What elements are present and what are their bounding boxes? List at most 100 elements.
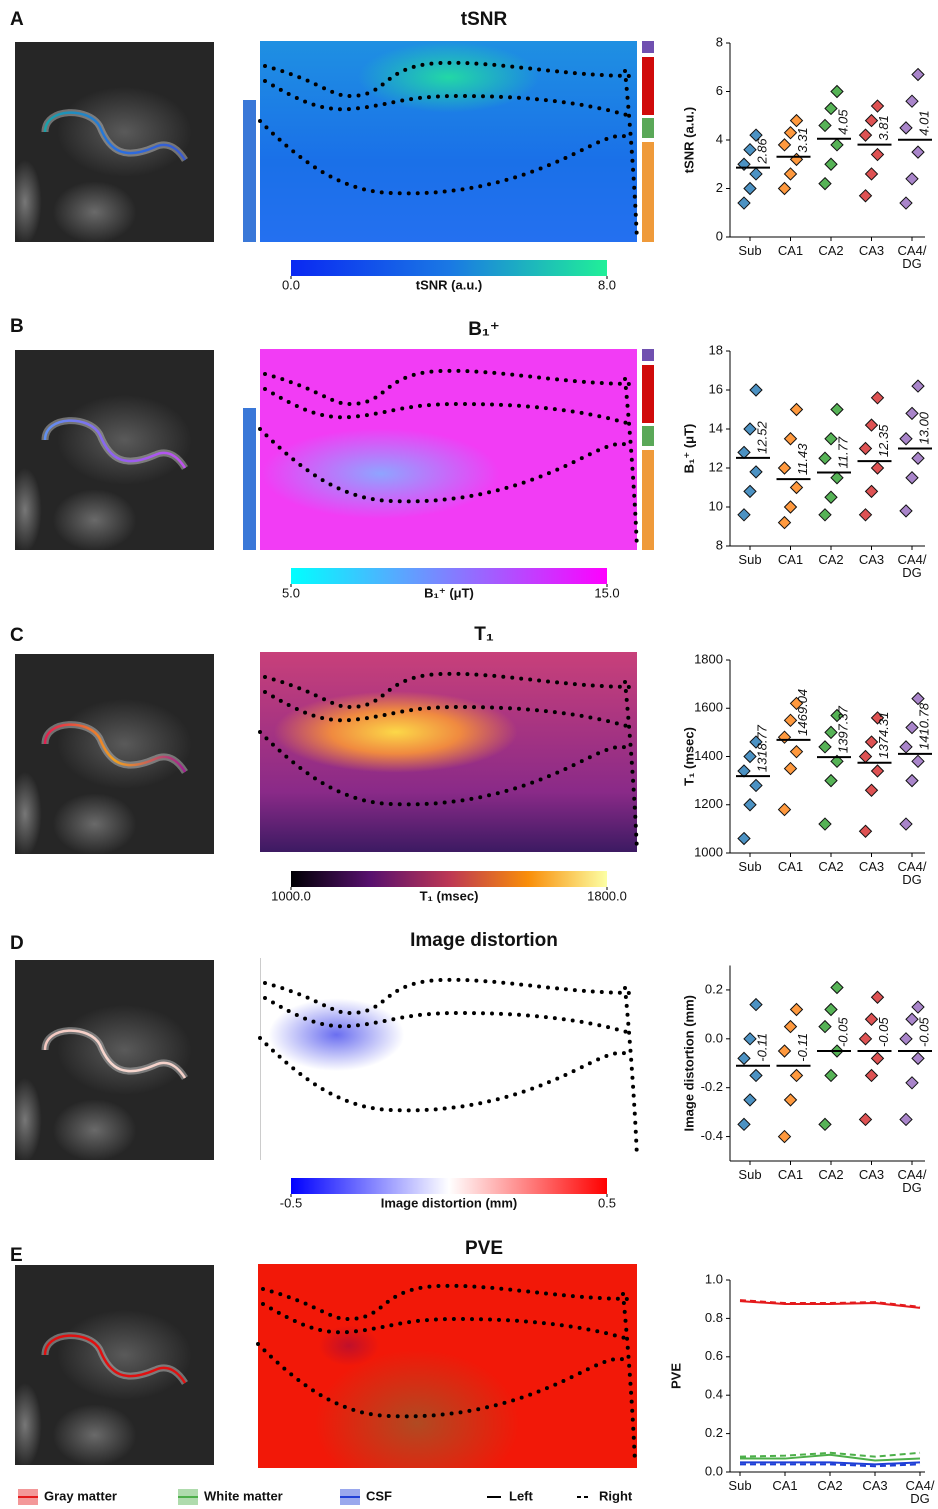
point	[818, 740, 832, 754]
x-tick-label: Sub	[738, 859, 762, 874]
mean-label: 11.77	[835, 436, 850, 468]
point	[783, 761, 798, 776]
point	[870, 461, 885, 475]
point	[777, 730, 792, 744]
point	[858, 189, 873, 203]
y-tick-label: 0	[716, 228, 723, 243]
point	[743, 181, 757, 196]
region-strip	[642, 450, 654, 550]
point	[858, 1112, 873, 1127]
point	[783, 1093, 798, 1107]
subfield-outline	[623, 377, 639, 551]
x-tick-label: CA1	[777, 243, 804, 258]
mean-label: 1374.31	[876, 712, 891, 759]
y-tick-label: 16	[709, 381, 723, 396]
region-strip	[642, 426, 654, 446]
point	[899, 121, 913, 135]
point	[905, 94, 919, 108]
x-tick-label: CA3	[858, 243, 885, 258]
panel-letter: C	[10, 625, 24, 646]
point	[818, 508, 832, 522]
point	[864, 1012, 879, 1026]
hippocampus-curve	[43, 111, 187, 161]
point	[858, 441, 873, 456]
mean-label: 3.81	[876, 115, 891, 140]
x-tick-label: CA4/ DG	[897, 1167, 927, 1195]
point	[737, 1117, 751, 1132]
subfield-outline	[258, 427, 632, 504]
panel-title: Image distortion	[410, 930, 558, 951]
colorbar-tick-label: 0.5	[598, 1195, 616, 1210]
y-tick-label: -0.4	[701, 1128, 723, 1143]
panel-title: tSNR	[461, 9, 508, 30]
hippocampus-outline	[41, 109, 188, 162]
point	[824, 101, 838, 116]
y-tick-label: 0.2	[705, 981, 723, 996]
subfield-outline	[623, 680, 639, 854]
subfield-outline	[261, 1302, 630, 1341]
y-tick-label: 2	[716, 180, 723, 195]
hippocampus-outline	[41, 417, 188, 470]
subfield-outline	[263, 977, 639, 1016]
point	[858, 1032, 873, 1046]
point	[737, 508, 751, 522]
mean-label: 1469.04	[795, 689, 810, 736]
point	[789, 1002, 804, 1017]
colorbar	[291, 1178, 607, 1194]
x-tick-label: CA1	[777, 859, 804, 874]
hippocampus-curve	[43, 1029, 187, 1079]
panel-letter: B	[10, 316, 24, 337]
point	[818, 1117, 832, 1132]
hippocampus-outline	[41, 1332, 188, 1385]
mean-label: 1318.77	[754, 724, 769, 772]
point	[830, 138, 844, 152]
point	[749, 167, 763, 181]
heatmap	[258, 1264, 637, 1468]
point	[818, 1019, 832, 1034]
subfield-outline	[621, 1292, 637, 1466]
subfield-outline	[256, 1342, 630, 1419]
mean-label: 1410.78	[916, 702, 931, 750]
point	[783, 713, 798, 728]
pve-line	[740, 1463, 921, 1468]
x-tick-label: CA3	[858, 552, 885, 567]
point	[905, 1076, 919, 1090]
mean-label: 13.00	[916, 411, 931, 444]
point	[905, 720, 919, 735]
mri-image	[15, 42, 214, 242]
y-tick-label: 1200	[694, 796, 723, 811]
mri-image	[15, 350, 214, 550]
mean-label: 12.35	[876, 424, 891, 457]
heatmap	[260, 958, 638, 1160]
point	[858, 508, 873, 522]
y-tick-label: 4	[716, 131, 723, 146]
point	[899, 1112, 913, 1127]
point	[824, 773, 838, 788]
colorbar	[291, 568, 607, 584]
hippocampus-outline	[41, 721, 188, 774]
point	[777, 181, 792, 196]
x-tick-label: Sub	[738, 243, 762, 258]
point	[777, 138, 792, 152]
panel-letter: A	[10, 9, 24, 30]
point	[737, 831, 751, 846]
y-tick-label: 0.0	[705, 1463, 723, 1478]
point	[818, 118, 832, 133]
point	[911, 145, 925, 159]
point	[818, 817, 832, 831]
x-tick-label: CA4/ DG	[897, 859, 927, 887]
x-tick-label: CA2	[817, 1478, 843, 1493]
point	[899, 1032, 913, 1046]
y-axis-label: B₁⁺ (μT)	[681, 424, 696, 474]
legend-label: CSF	[366, 1488, 392, 1503]
point	[830, 754, 844, 769]
point	[743, 422, 757, 436]
region-strip	[642, 349, 654, 361]
point	[824, 725, 838, 740]
point	[789, 1068, 804, 1083]
colorbar-tick-label: 1800.0	[587, 888, 627, 903]
legend-label: Right	[599, 1488, 633, 1503]
y-tick-label: 12	[709, 459, 723, 474]
pve-line	[740, 1453, 921, 1462]
point	[824, 432, 838, 446]
